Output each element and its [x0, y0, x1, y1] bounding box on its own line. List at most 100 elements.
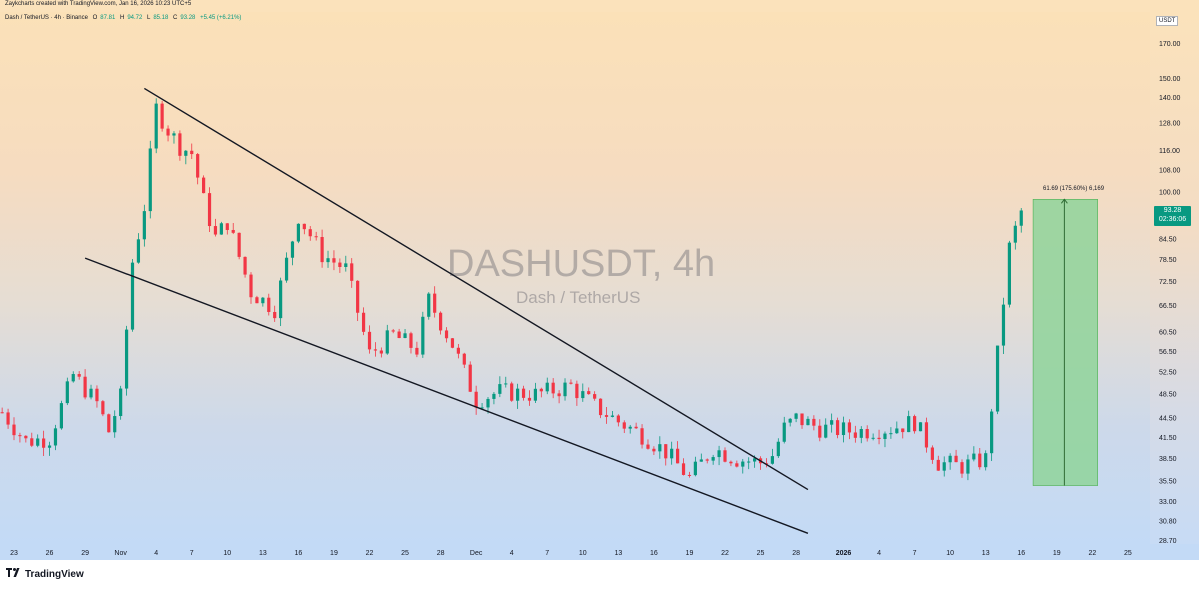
candle-body [812, 418, 816, 426]
candle-body [960, 462, 964, 474]
candle-body [966, 459, 970, 474]
x-tick-label: 19 [1053, 550, 1061, 557]
candle-body [184, 150, 188, 156]
x-tick-label: 29 [81, 550, 89, 557]
candle-body [119, 388, 123, 417]
candle-body [527, 397, 532, 401]
candle-body [486, 398, 490, 408]
y-tick-label: 66.50 [1159, 303, 1177, 310]
last-price-badge: 93.28 02:36:06 [1154, 206, 1191, 226]
candle-body [616, 415, 620, 423]
trendlines [84, 87, 809, 534]
plot-area[interactable] [0, 12, 1150, 544]
candle-body [806, 418, 810, 426]
candle-body [681, 463, 686, 475]
candle-body [302, 223, 306, 230]
candle-body [936, 459, 940, 471]
candle-body [480, 407, 484, 409]
y-tick-label: 100.00 [1159, 189, 1181, 196]
candle-body [385, 330, 389, 354]
legend-change: +5.45 (+6.21%) [200, 15, 242, 21]
x-tick-label: 13 [614, 550, 622, 557]
trendline [84, 257, 809, 534]
candle-body [196, 154, 200, 178]
currency-label[interactable]: USDT [1156, 16, 1179, 26]
candle-body [391, 330, 395, 332]
y-tick-label: 78.50 [1159, 257, 1177, 264]
candle-body [433, 293, 437, 313]
candle-body [356, 280, 360, 313]
candle-body [130, 262, 135, 330]
x-tick-label: 7 [190, 550, 194, 557]
y-tick-label: 44.50 [1159, 415, 1177, 422]
x-tick-label: 16 [295, 550, 303, 557]
candle-body [995, 345, 1000, 412]
candle-body [676, 448, 680, 464]
candle-body [136, 239, 141, 263]
candle-body [901, 428, 905, 433]
x-tick-label: 25 [401, 550, 409, 557]
candle-body [249, 274, 253, 298]
candle-body [12, 424, 16, 436]
x-tick-label: 13 [259, 550, 267, 557]
candle-body [628, 426, 632, 429]
candle-body [575, 383, 579, 399]
time-axis[interactable] [0, 544, 1199, 560]
candle-body [89, 388, 93, 398]
y-tick-label: 84.50 [1159, 236, 1177, 243]
candle-body [776, 441, 780, 457]
candle-body [361, 312, 366, 332]
y-tick-label: 52.50 [1159, 369, 1177, 376]
legend-symbol[interactable]: Dash / TetherUS · 4h · Binance [5, 15, 88, 21]
x-tick-label: 10 [579, 550, 587, 557]
candle-body [30, 438, 34, 446]
candle-body [516, 388, 520, 401]
tradingview-logo-text: TradingView [25, 569, 84, 580]
candle-body [444, 330, 449, 339]
x-tick-label: 13 [982, 550, 990, 557]
x-tick-label: 26 [46, 550, 54, 557]
y-tick-label: 35.50 [1159, 479, 1177, 486]
price-axis[interactable] [1150, 12, 1199, 544]
candle-body [818, 425, 822, 438]
legend-open: 87.81 [100, 15, 116, 21]
candle-body [913, 416, 917, 432]
candle-body [42, 438, 46, 448]
candle-body [36, 438, 40, 446]
x-tick-label: 2026 [836, 550, 852, 557]
tradingview-logo[interactable]: TradingView [6, 568, 84, 580]
candle-body [948, 455, 952, 463]
candle-body [290, 241, 295, 258]
legend-low-label: L [147, 15, 151, 21]
measure-arrowhead [1060, 198, 1068, 204]
candle-body [782, 422, 786, 442]
candle-body [598, 398, 603, 416]
x-tick-label: 4 [877, 550, 881, 557]
candle-body [474, 391, 478, 408]
x-tick-label: 22 [721, 550, 729, 557]
y-tick-label: 60.50 [1159, 330, 1177, 337]
candle-body [379, 350, 383, 354]
y-tick-label: 33.00 [1159, 499, 1177, 506]
x-tick-label: 28 [792, 550, 800, 557]
candle-body [587, 391, 591, 395]
candle-body [124, 329, 129, 389]
candle-body [954, 455, 958, 463]
candle-body [788, 418, 792, 423]
candle-body [717, 450, 721, 458]
candle-body [462, 353, 466, 365]
candle-body [243, 256, 247, 275]
measure-label: 61.69 (175.60%) 6,169 [1043, 186, 1105, 192]
candle-body [504, 383, 508, 385]
x-tick-label: 7 [913, 550, 917, 557]
legend-close: 93.28 [180, 15, 196, 21]
candle-body [545, 382, 549, 392]
legend-open-label: O [92, 15, 98, 21]
candle-body [367, 331, 372, 350]
candle-body [865, 429, 869, 439]
candle-body [439, 312, 443, 331]
candle-body [563, 382, 567, 397]
